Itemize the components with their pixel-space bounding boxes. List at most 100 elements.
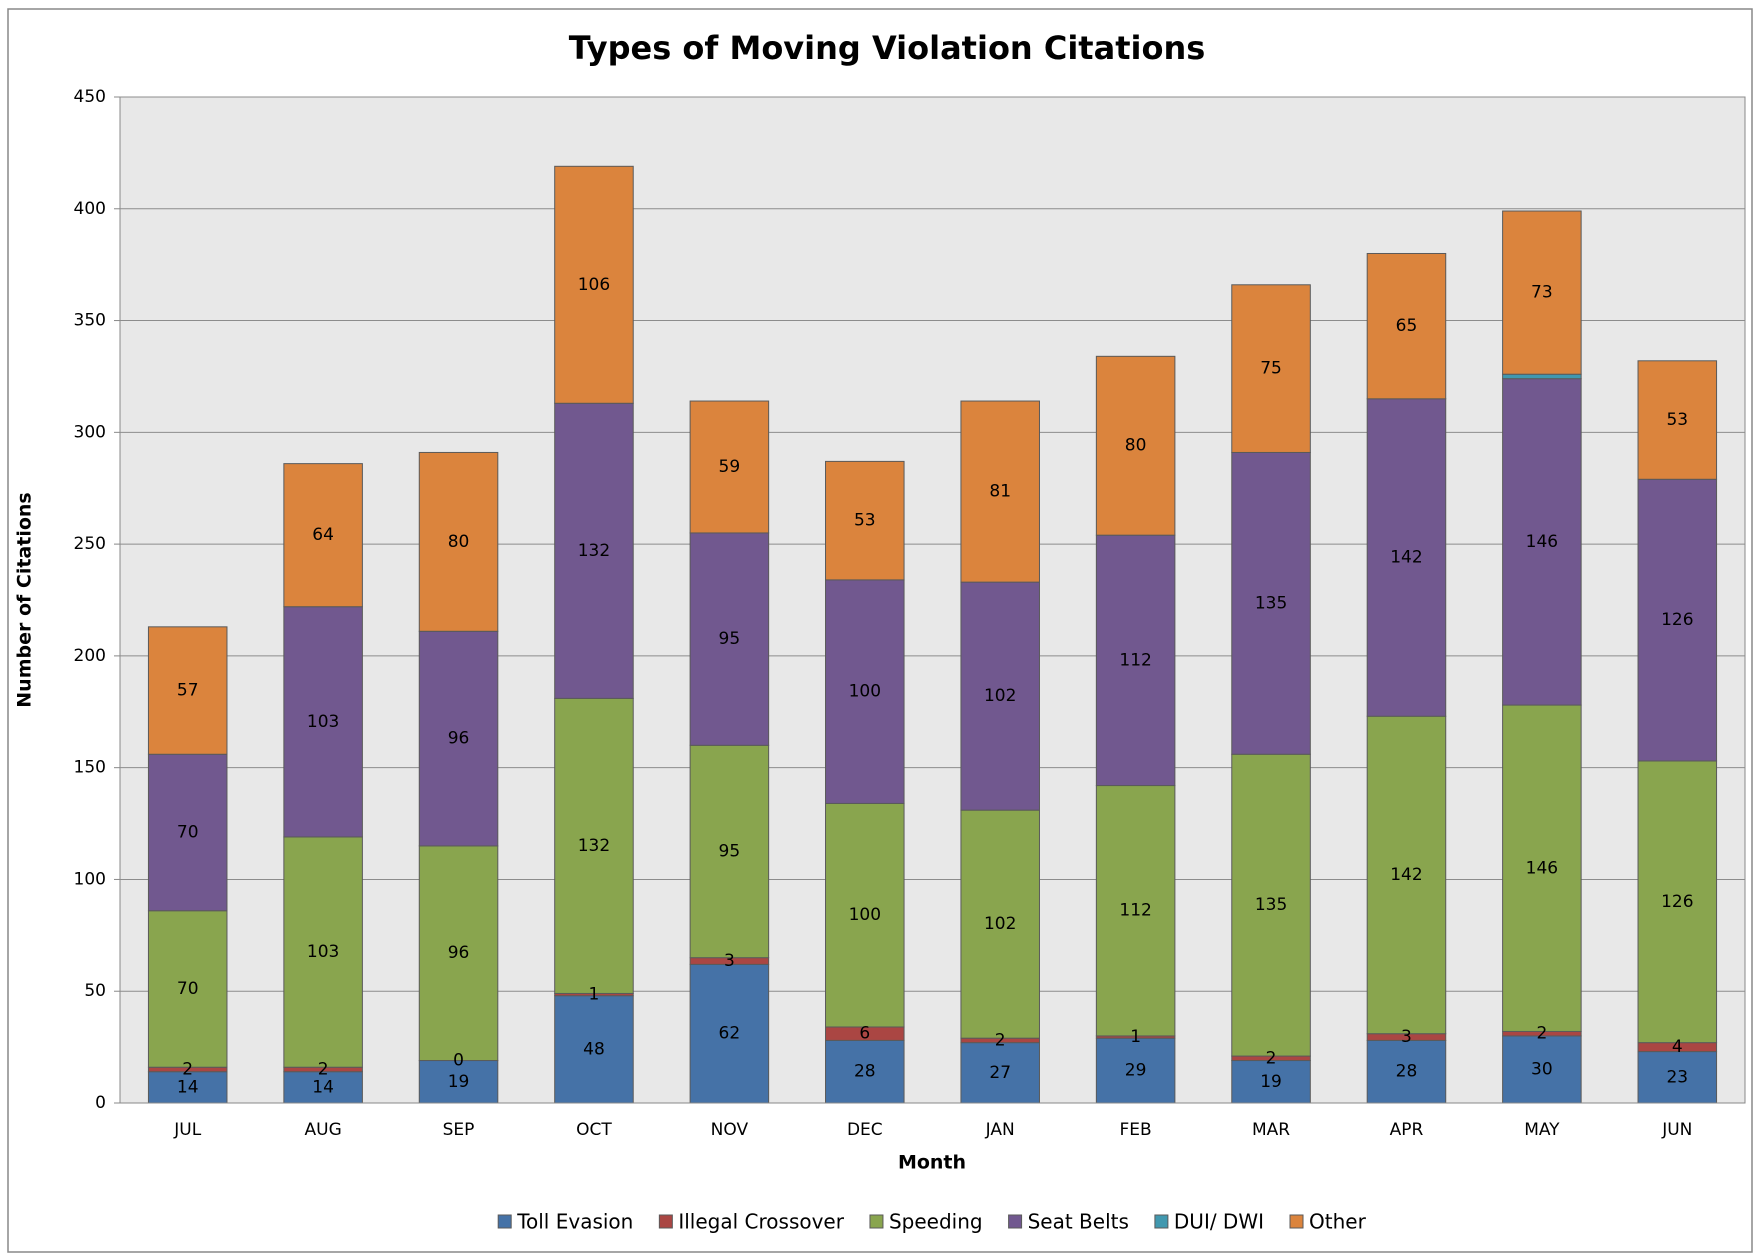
y-tick-label: 450 [74, 87, 106, 107]
bar-segment [418, 845, 499, 1062]
data-label: 53 [854, 511, 876, 531]
data-label: 102 [984, 914, 1016, 934]
data-label: 142 [1390, 865, 1422, 885]
data-label: 100 [849, 905, 881, 925]
bar-segment [1637, 360, 1718, 480]
data-label: 126 [1661, 892, 1693, 912]
data-label: 2 [1536, 1024, 1547, 1044]
bar-segment [825, 1039, 905, 1104]
data-label: 2 [318, 1059, 329, 1079]
data-label: 2 [182, 1059, 193, 1079]
bar-segment [1231, 451, 1311, 755]
data-label: 65 [1396, 316, 1418, 336]
x-tick-label: OCT [576, 1120, 612, 1140]
x-tick-label: AUG [305, 1120, 342, 1140]
data-label: 95 [719, 629, 741, 649]
data-label: 146 [1526, 858, 1558, 878]
data-label: 3 [724, 951, 735, 971]
data-label: 28 [1396, 1062, 1418, 1082]
bar-segment [554, 402, 634, 699]
y-tick-label: 200 [74, 646, 106, 666]
bar-segment [1637, 478, 1718, 762]
legend-label: Speeding [889, 1210, 983, 1234]
bar-segment [1637, 1051, 1718, 1104]
data-label: 59 [719, 457, 741, 477]
bar-segment [960, 581, 1040, 811]
data-label: 135 [1255, 895, 1287, 915]
x-tick-label: JAN [985, 1120, 1015, 1140]
data-label: 103 [307, 712, 339, 732]
legend: Toll Evasion Illegal Crossover Speeding Sea… [497, 1210, 1367, 1234]
legend-swatch [658, 1214, 673, 1229]
bar-segment [1502, 378, 1582, 706]
data-label: 27 [989, 1063, 1011, 1083]
data-label: 19 [448, 1072, 470, 1092]
bar-segment [1502, 704, 1582, 1032]
legend-swatch [1008, 1214, 1023, 1229]
y-tick-label: 0 [95, 1093, 106, 1113]
data-label: 14 [177, 1077, 199, 1097]
data-label: 4 [1672, 1037, 1683, 1057]
bar-segment [554, 165, 634, 404]
bar-segment [554, 697, 634, 994]
x-axis-title: Month [898, 1152, 966, 1174]
bar-segment [283, 463, 363, 608]
legend-swatch [1289, 1214, 1304, 1229]
bar-segment [147, 626, 228, 755]
bar-segment [825, 460, 905, 581]
data-label: 106 [578, 275, 610, 295]
data-label: 6 [859, 1024, 870, 1044]
data-label: 53 [1666, 410, 1688, 430]
bar-segment [1231, 284, 1311, 453]
data-label: 100 [849, 682, 881, 702]
bar-segment [689, 400, 770, 534]
data-label: 2 [1266, 1048, 1277, 1068]
bar-segment [1366, 1039, 1447, 1104]
bar-segment [418, 1060, 499, 1104]
legend-label: Illegal Crossover [678, 1210, 844, 1234]
data-label: 70 [177, 979, 199, 999]
data-label: 135 [1255, 593, 1287, 613]
data-label: 28 [854, 1062, 876, 1082]
data-label: 64 [312, 525, 334, 545]
bar-segment [147, 1071, 228, 1104]
bar-segment [1095, 785, 1176, 1037]
x-tick-label: NOV [711, 1120, 749, 1140]
data-label: 96 [448, 943, 470, 963]
y-tick-label: 300 [74, 422, 106, 442]
data-label: 29 [1125, 1061, 1147, 1081]
data-label: 126 [1661, 610, 1693, 630]
legend-label: Seat Belts [1028, 1210, 1129, 1234]
data-label: 103 [307, 942, 339, 962]
data-label: 146 [1526, 532, 1558, 552]
y-tick-label: 250 [74, 534, 106, 554]
bar-segment [283, 606, 363, 838]
x-tick-label: JUN [1661, 1120, 1692, 1140]
bar-segment [283, 1071, 363, 1104]
bar-segment [1366, 252, 1447, 400]
y-tick-label: 100 [74, 869, 106, 889]
data-label: 1 [1130, 1027, 1141, 1047]
y-tick-label: 50 [84, 981, 106, 1001]
data-label: 62 [719, 1024, 741, 1044]
y-tick-label: 400 [74, 199, 106, 219]
bar-segment [1637, 760, 1718, 1044]
y-tick-label: 150 [74, 758, 106, 778]
bar-segment [1502, 1035, 1582, 1104]
bar-segment [418, 451, 499, 632]
x-tick-label: SEP [443, 1120, 475, 1140]
data-label: 132 [578, 541, 610, 561]
legend-label: Other [1309, 1210, 1367, 1234]
bar-segment [418, 630, 499, 847]
bar-segment [283, 836, 363, 1068]
data-label: 73 [1531, 283, 1553, 303]
legend-swatch [1154, 1214, 1169, 1229]
bar-segment [147, 753, 228, 912]
data-label: 1 [589, 985, 600, 1005]
bar-segment [689, 744, 770, 959]
data-label: 48 [583, 1039, 605, 1059]
data-label: 80 [1125, 436, 1147, 456]
bar-segment [825, 802, 905, 1028]
data-label: 95 [719, 842, 741, 862]
